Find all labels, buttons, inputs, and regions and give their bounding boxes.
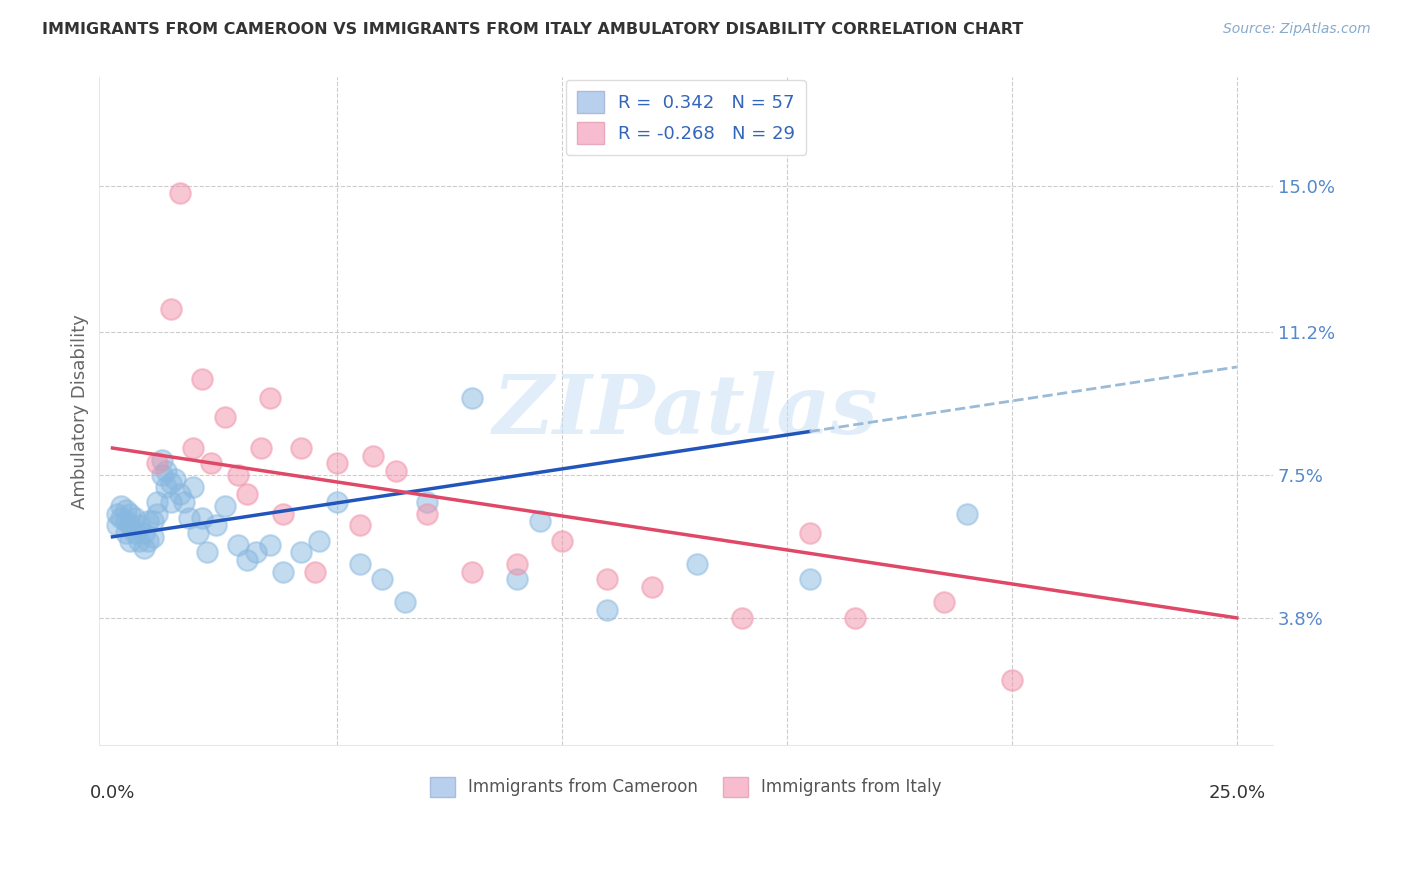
Point [142, 530, 165, 544]
Point [259, 391, 281, 405]
Point [228, 468, 250, 483]
Point [844, 611, 866, 625]
Point [596, 572, 619, 586]
Legend: Immigrants from Cameroon, Immigrants from Italy: Immigrants from Cameroon, Immigrants fro… [423, 770, 949, 804]
Point [191, 371, 214, 385]
Point [799, 525, 821, 540]
Point [146, 495, 169, 509]
Point [259, 537, 281, 551]
Point [146, 507, 169, 521]
Point [228, 537, 250, 551]
Point [250, 441, 273, 455]
Point [385, 464, 408, 478]
Point [155, 464, 177, 478]
Point [165, 472, 187, 486]
Text: 25.0%: 25.0% [1208, 784, 1265, 802]
Point [200, 457, 222, 471]
Point [304, 565, 326, 579]
Point [150, 468, 173, 483]
Point [173, 495, 195, 509]
Point [273, 507, 295, 521]
Point [349, 557, 371, 571]
Point [236, 553, 259, 567]
Point [363, 449, 385, 463]
Point [146, 457, 169, 471]
Point [128, 518, 150, 533]
Point [214, 499, 236, 513]
Point [551, 533, 574, 548]
Point [120, 533, 142, 548]
Point [394, 595, 416, 609]
Point [150, 452, 173, 467]
Point [138, 515, 160, 529]
Point [115, 515, 138, 529]
Point [956, 507, 979, 521]
Point [115, 503, 138, 517]
Point [169, 487, 191, 501]
Point [177, 510, 200, 524]
Point [110, 510, 132, 524]
Point [273, 565, 295, 579]
Point [205, 518, 228, 533]
Point [245, 545, 267, 559]
Point [416, 495, 439, 509]
Point [110, 499, 132, 513]
Point [138, 533, 160, 548]
Point [124, 525, 146, 540]
Point [169, 186, 191, 201]
Point [115, 525, 138, 540]
Point [187, 525, 209, 540]
Point [371, 572, 394, 586]
Point [183, 441, 205, 455]
Point [183, 480, 205, 494]
Point [155, 480, 177, 494]
Point [529, 515, 551, 529]
Y-axis label: Ambulatory Disability: Ambulatory Disability [72, 314, 89, 508]
Point [349, 518, 371, 533]
Point [641, 580, 664, 594]
Point [799, 572, 821, 586]
Point [461, 565, 484, 579]
Point [308, 533, 330, 548]
Point [686, 557, 709, 571]
Point [120, 518, 142, 533]
Point [506, 557, 529, 571]
Point [1001, 673, 1024, 687]
Point [290, 545, 312, 559]
Point [290, 441, 312, 455]
Point [191, 510, 214, 524]
Point [132, 541, 155, 556]
Point [120, 507, 142, 521]
Point [506, 572, 529, 586]
Point [596, 603, 619, 617]
Text: 0.0%: 0.0% [90, 784, 135, 802]
Point [124, 510, 146, 524]
Text: Source: ZipAtlas.com: Source: ZipAtlas.com [1223, 22, 1371, 37]
Point [160, 495, 183, 509]
Point [731, 611, 754, 625]
Point [326, 495, 349, 509]
Point [160, 301, 183, 316]
Point [934, 595, 956, 609]
Point [416, 507, 439, 521]
Point [132, 525, 155, 540]
Point [461, 391, 484, 405]
Point [160, 475, 183, 490]
Point [214, 410, 236, 425]
Point [105, 518, 128, 533]
Point [142, 515, 165, 529]
Point [326, 457, 349, 471]
Point [128, 533, 150, 548]
Point [236, 487, 259, 501]
Point [105, 507, 128, 521]
Text: ZIPatlas: ZIPatlas [494, 371, 879, 451]
Text: IMMIGRANTS FROM CAMEROON VS IMMIGRANTS FROM ITALY AMBULATORY DISABILITY CORRELAT: IMMIGRANTS FROM CAMEROON VS IMMIGRANTS F… [42, 22, 1024, 37]
Point [195, 545, 218, 559]
